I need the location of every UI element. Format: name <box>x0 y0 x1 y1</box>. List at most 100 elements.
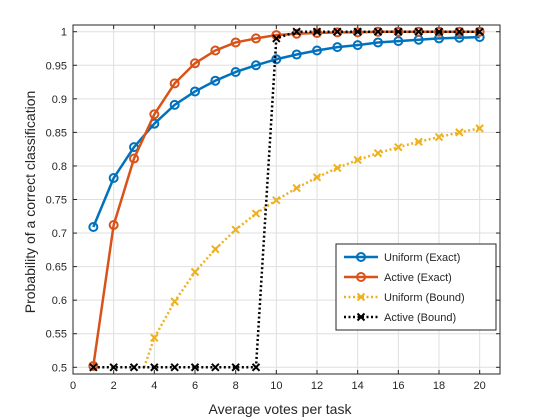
data-point <box>190 86 200 97</box>
legend-swatch-marker <box>356 252 366 262</box>
data-point <box>353 27 362 36</box>
x-tick-label: 14 <box>352 380 364 392</box>
data-point <box>271 54 282 65</box>
y-tick-label: 0.7 <box>52 228 67 240</box>
data-point <box>231 363 240 372</box>
data-point <box>373 27 383 36</box>
data-point <box>211 363 220 372</box>
y-tick-label: 0.55 <box>46 329 67 341</box>
y-axis-title: Probability of a correct classification <box>22 91 38 314</box>
series-line <box>142 127 480 368</box>
legend-swatch-marker <box>356 272 366 282</box>
data-point <box>88 222 99 233</box>
x-tick-label: 8 <box>233 380 239 392</box>
data-point <box>210 45 221 56</box>
data-point <box>210 75 221 86</box>
x-tick-label: 16 <box>392 380 404 392</box>
data-point <box>170 363 179 372</box>
data-point <box>129 153 139 164</box>
data-point <box>434 27 444 36</box>
x-tick-label: 2 <box>111 380 117 392</box>
data-point <box>211 244 220 254</box>
data-point <box>108 220 119 231</box>
data-point <box>251 209 261 218</box>
y-tick-label: 0.95 <box>46 60 67 72</box>
data-point <box>169 78 180 89</box>
data-point <box>150 363 159 372</box>
legend: Uniform (Exact) Active (Exact) Uniform (Bo… <box>335 243 497 331</box>
data-point <box>190 363 200 372</box>
x-axis-title: Average votes per task <box>209 401 353 417</box>
data-point <box>352 40 363 51</box>
data-point <box>454 32 465 43</box>
data-point <box>353 155 362 165</box>
data-point <box>332 42 343 53</box>
data-point <box>88 360 99 371</box>
legend-label: Active (Exact) <box>384 272 452 284</box>
y-tick-label: 0.85 <box>46 127 67 139</box>
data-point <box>414 27 423 36</box>
legend-label: Active (Bound) <box>384 312 456 324</box>
data-point <box>149 109 160 120</box>
legend-label: Uniform (Bound) <box>384 292 465 304</box>
data-point <box>393 36 404 47</box>
legend-item: Active (Exact) <box>344 272 452 284</box>
data-point <box>312 28 322 39</box>
data-point <box>373 148 383 158</box>
y-tick-label: 1 <box>61 27 67 39</box>
data-point <box>170 297 179 306</box>
data-point <box>312 27 322 36</box>
data-point <box>475 124 484 133</box>
data-point <box>251 60 261 71</box>
data-point <box>150 333 159 342</box>
data-point <box>312 45 322 56</box>
data-point <box>394 27 403 36</box>
y-tick-label: 0.6 <box>52 295 67 307</box>
data-point <box>394 142 403 152</box>
y-tick-label: 0.8 <box>52 161 67 173</box>
plot-area: 0 2 4 6 8 10 12 14 16 18 20 0.5 0.55 0.6 0.65 0.7 0.75 0.… <box>46 24 501 392</box>
data-point <box>231 225 240 234</box>
legend-swatch-marker <box>356 312 366 322</box>
x-tick-label: 12 <box>311 380 323 392</box>
data-point <box>169 99 180 110</box>
y-tick-label: 0.5 <box>52 362 67 374</box>
x-tick-label: 10 <box>270 380 282 392</box>
data-point <box>190 267 200 277</box>
x-tick-label: 20 <box>474 380 486 392</box>
legend-swatch-marker <box>356 292 366 302</box>
data-point <box>272 34 281 43</box>
data-point <box>251 363 261 372</box>
data-point <box>292 183 301 193</box>
data-point <box>292 27 301 36</box>
data-point <box>272 195 281 205</box>
y-tick-label: 0.9 <box>52 94 67 106</box>
data-point <box>434 33 444 44</box>
series-2 <box>142 124 484 368</box>
data-point <box>312 173 322 182</box>
legend-item: Uniform (Bound) <box>344 292 465 304</box>
x-tick-label: 4 <box>151 380 157 392</box>
series-line <box>93 30 480 369</box>
data-point <box>373 37 383 48</box>
x-tick-label: 18 <box>433 380 445 392</box>
data-point <box>455 128 464 137</box>
y-tick-label: 0.75 <box>46 195 67 207</box>
data-point <box>474 26 485 37</box>
y-tick-label: 0.65 <box>46 262 67 274</box>
data-point <box>291 49 302 60</box>
data-point <box>190 58 200 69</box>
legend-label: Uniform (Exact) <box>384 252 460 264</box>
legend-item: Active (Bound) <box>344 312 456 324</box>
data-point <box>251 33 261 44</box>
data-point <box>333 163 342 173</box>
data-point <box>455 27 464 36</box>
data-point <box>393 26 404 37</box>
series-3 <box>89 27 484 372</box>
data-point <box>333 27 342 36</box>
data-point <box>109 363 118 372</box>
data-point <box>230 66 241 77</box>
data-point <box>414 137 423 146</box>
